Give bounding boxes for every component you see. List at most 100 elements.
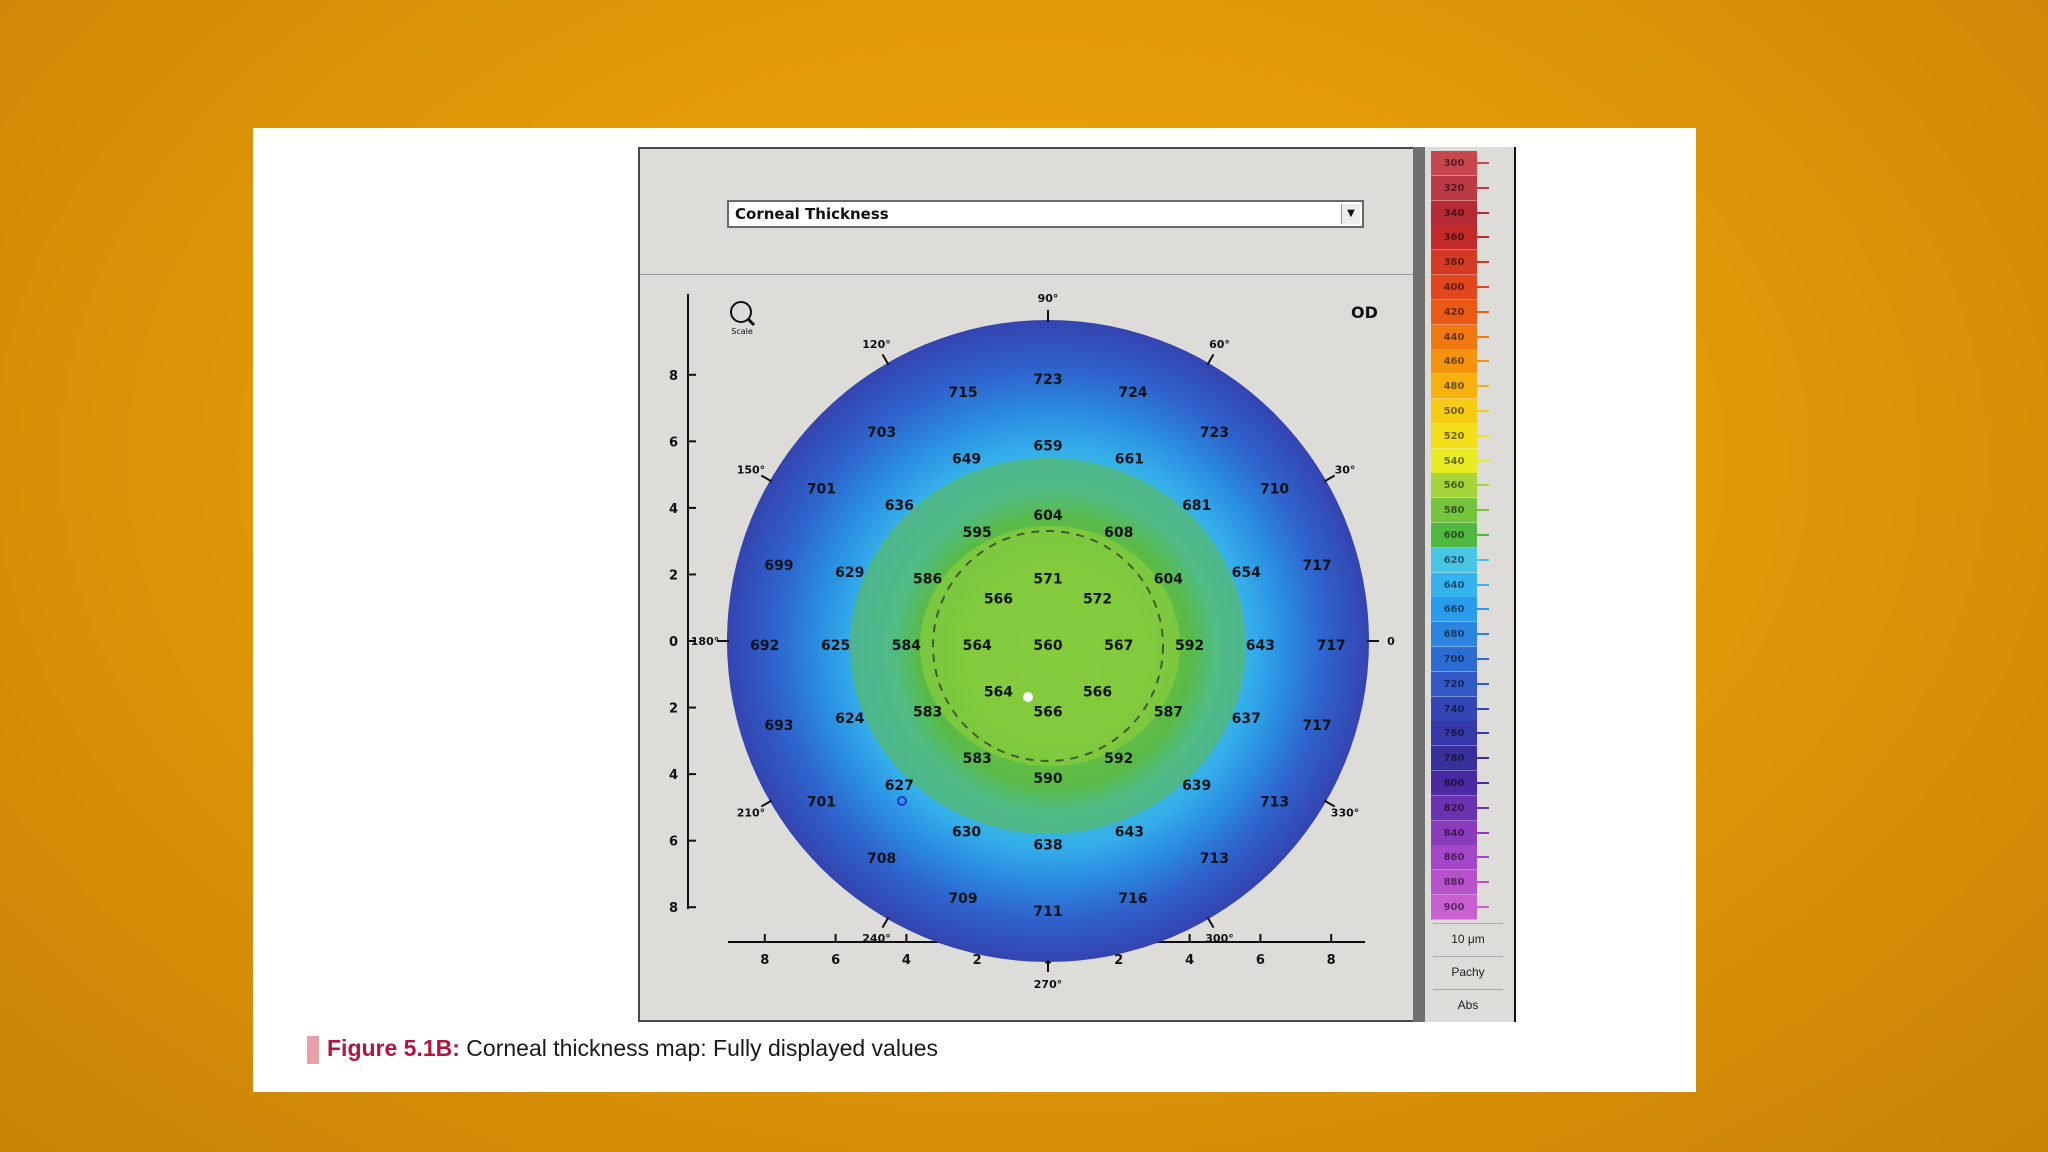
divider — [640, 274, 1415, 275]
angle-label: 120° — [862, 338, 890, 351]
thickness-value: 654 — [1232, 565, 1261, 581]
scale-swatch-tick — [1477, 286, 1489, 288]
scale-swatch-tick — [1477, 608, 1489, 611]
caption-label: Figure 5.1B: — [327, 1035, 460, 1061]
color-scale-swatches: 300 320 340 360 380 400 420 440 460 480 500 520 540 5… — [1431, 151, 1489, 921]
scale-swatch: 800 — [1431, 771, 1477, 796]
thickness-value: 566 — [984, 591, 1013, 607]
thickness-value: 643 — [1115, 824, 1144, 840]
angle-label: 0 — [1387, 635, 1395, 648]
pupil-outline — [932, 530, 1164, 762]
scale-swatch: 720 — [1431, 671, 1477, 697]
scale-swatch-tick — [1477, 410, 1489, 412]
y-axis-tick-label: 8 — [669, 369, 678, 384]
scale-swatch-tick — [1477, 261, 1489, 264]
thickness-value: 715 — [948, 385, 977, 401]
thickness-value: 636 — [885, 498, 914, 514]
thickness-value: 566 — [1033, 705, 1062, 721]
map-type-select[interactable]: Corneal Thickness ▼ — [727, 200, 1364, 228]
scale-swatch-tick — [1477, 831, 1489, 834]
thickness-value: 624 — [835, 711, 864, 727]
scale-swatch: 660 — [1431, 597, 1477, 623]
thickness-value: 717 — [1317, 638, 1346, 654]
angle-label: 90° — [1038, 292, 1059, 305]
scale-swatch-tick — [1477, 856, 1489, 859]
thickness-value: 639 — [1182, 778, 1211, 794]
angle-label: 300° — [1205, 932, 1233, 945]
thickness-value: 584 — [892, 638, 921, 654]
scale-swatch: 820 — [1431, 795, 1477, 821]
thickness-value: 564 — [984, 685, 1013, 701]
scale-swatch-tick — [1477, 682, 1489, 685]
scale-swatch-tick — [1477, 658, 1489, 660]
x-axis-tick-label: 6 — [831, 953, 840, 968]
thickness-value: 627 — [885, 778, 914, 794]
scale-swatch-tick — [1477, 484, 1489, 487]
step-button[interactable]: 10 μm — [1433, 923, 1503, 954]
thickness-value: 595 — [963, 525, 992, 541]
rim-tick — [881, 916, 890, 929]
x-axis-tick-label: 2 — [973, 953, 982, 968]
thickness-value: 713 — [1260, 794, 1289, 810]
x-axis-tick-label: 4 — [902, 953, 911, 968]
thickness-value: 560 — [1033, 638, 1062, 654]
thickness-value: 699 — [764, 558, 793, 574]
scale-swatch: 300 — [1431, 151, 1477, 176]
scale-swatch-tick — [1477, 186, 1489, 189]
thickness-value: 643 — [1246, 638, 1275, 654]
thickness-value: 572 — [1083, 591, 1112, 607]
angle-label: 180° — [691, 635, 719, 648]
y-axis-tick-label: 2 — [669, 702, 678, 717]
thickness-value: 608 — [1104, 525, 1133, 541]
rim-tick — [760, 474, 773, 483]
scale-swatch: 540 — [1431, 448, 1477, 474]
thickness-value: 709 — [948, 891, 977, 907]
x-axis-tick-label: 6 — [1256, 953, 1265, 968]
thickness-value: 692 — [750, 638, 779, 654]
scale-swatch: 600 — [1431, 523, 1477, 548]
thickness-value: 567 — [1104, 638, 1133, 654]
scale-swatch: 360 — [1431, 225, 1477, 251]
zoom-icon[interactable]: Scale — [730, 301, 756, 336]
thickness-value: 571 — [1033, 571, 1062, 587]
color-scale: 300 320 340 360 380 400 420 440 460 480 500 520 540 5… — [1413, 147, 1516, 1022]
rim-tick — [1206, 916, 1215, 929]
thickness-value: 716 — [1118, 891, 1147, 907]
x-axis-tick-label: 8 — [760, 953, 769, 968]
thickness-value: 583 — [913, 705, 942, 721]
scale-swatch: 620 — [1431, 547, 1477, 573]
thickness-value: 661 — [1115, 452, 1144, 468]
thickness-value: 681 — [1182, 498, 1211, 514]
scale-swatch: 860 — [1431, 845, 1477, 871]
scale-swatch-tick — [1477, 906, 1489, 908]
thickness-value: 630 — [952, 824, 981, 840]
scale-swatch-tick — [1477, 509, 1489, 512]
y-axis-tick-label: 4 — [669, 502, 678, 517]
thickness-value: 564 — [963, 638, 992, 654]
angle-label: 150° — [737, 464, 765, 477]
central-light-zone — [920, 526, 1180, 766]
scale-swatch: 560 — [1431, 473, 1477, 499]
x-axis-tick-label: 2 — [1114, 953, 1123, 968]
thickness-value: 586 — [913, 571, 942, 587]
scale-swatch-tick — [1477, 583, 1489, 586]
y-axis-tick-label: 0 — [669, 635, 678, 650]
scale-swatch: 840 — [1431, 820, 1477, 846]
rim-tick — [1323, 799, 1336, 808]
thickness-value: 713 — [1200, 851, 1229, 867]
scale-swatch: 520 — [1431, 423, 1477, 449]
scale-swatch: 440 — [1431, 324, 1477, 350]
scale-swatch-tick — [1477, 707, 1489, 710]
scale-swatch: 700 — [1431, 647, 1477, 672]
scale-swatch: 460 — [1431, 349, 1477, 375]
scale-swatch: 880 — [1431, 870, 1477, 896]
angle-label: 30° — [1335, 464, 1356, 477]
pachy-button[interactable]: Pachy — [1433, 956, 1503, 987]
chevron-down-icon[interactable]: ▼ — [1341, 204, 1360, 224]
abs-button[interactable]: Abs — [1433, 989, 1503, 1020]
thickness-value: 659 — [1033, 438, 1062, 454]
scale-swatch-tick — [1477, 558, 1489, 561]
angle-label: 210° — [737, 807, 765, 820]
thickness-value: 717 — [1302, 718, 1331, 734]
scale-swatch: 780 — [1431, 746, 1477, 772]
